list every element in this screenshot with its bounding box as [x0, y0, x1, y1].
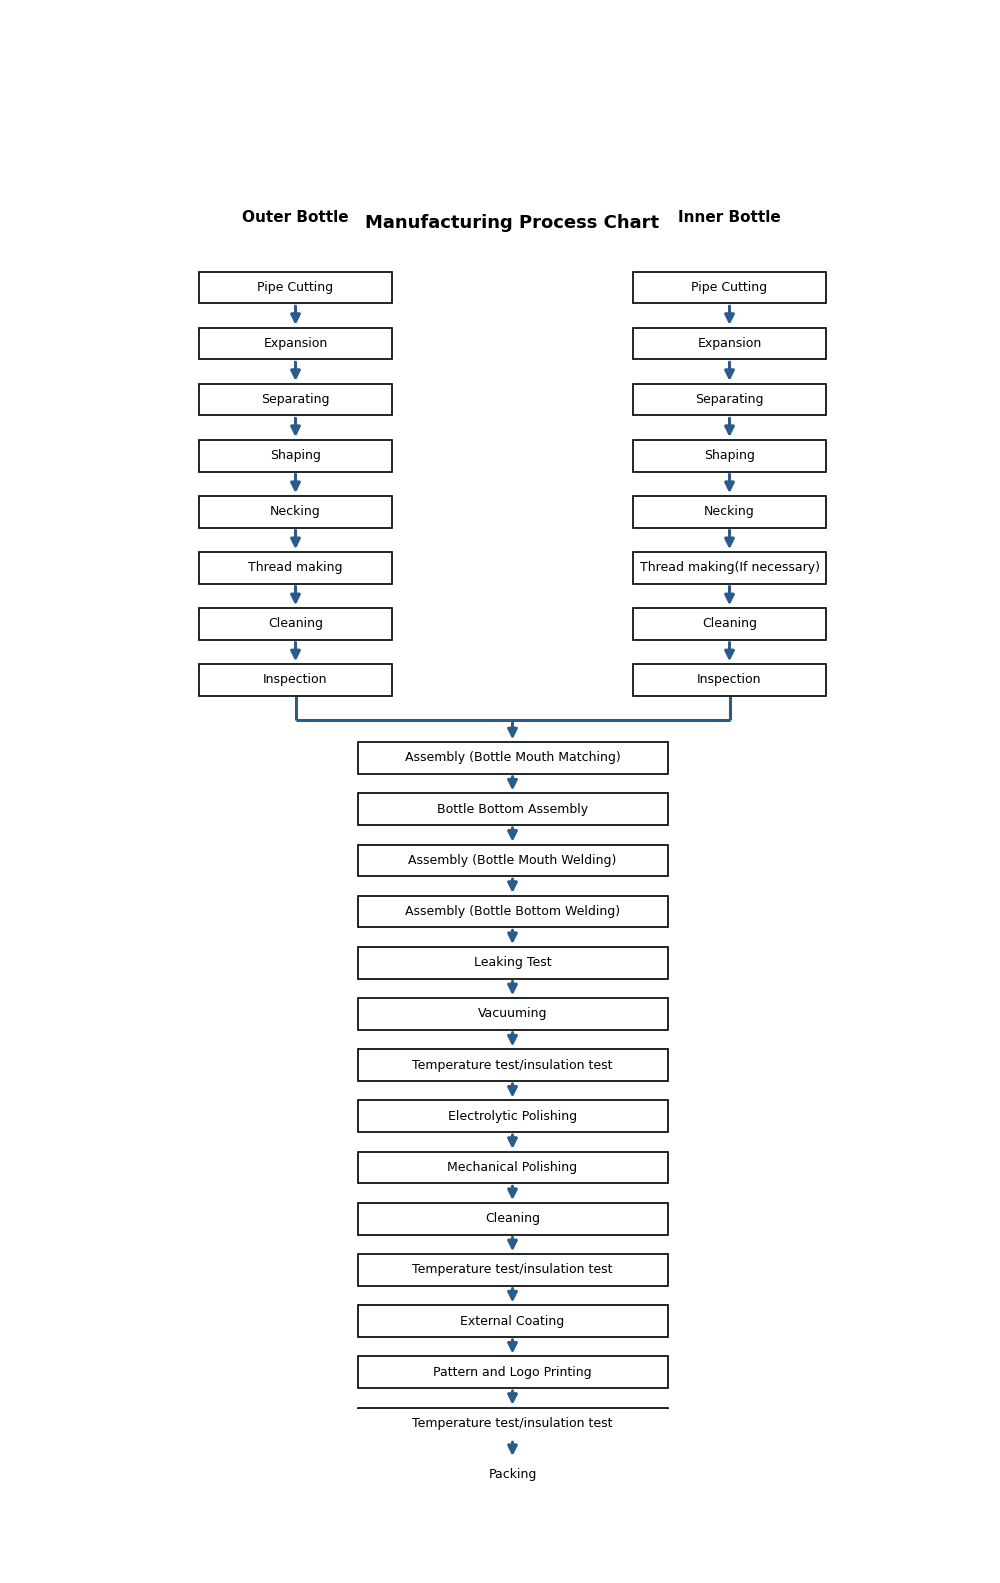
Text: Pattern and Logo Printing: Pattern and Logo Printing [433, 1366, 592, 1379]
Text: Inspection: Inspection [697, 673, 762, 687]
FancyBboxPatch shape [358, 1460, 668, 1491]
FancyBboxPatch shape [358, 844, 668, 877]
FancyBboxPatch shape [199, 665, 392, 697]
FancyBboxPatch shape [358, 1254, 668, 1285]
FancyBboxPatch shape [633, 552, 826, 584]
Text: Vacuuming: Vacuuming [478, 1007, 547, 1021]
FancyBboxPatch shape [633, 272, 826, 304]
FancyBboxPatch shape [358, 999, 668, 1031]
Text: Shaping: Shaping [270, 450, 321, 462]
FancyBboxPatch shape [633, 495, 826, 527]
FancyBboxPatch shape [633, 665, 826, 697]
Text: Outer Bottle: Outer Bottle [242, 211, 349, 225]
Text: Pipe Cutting: Pipe Cutting [691, 280, 768, 294]
Text: Cleaning: Cleaning [268, 617, 323, 630]
Text: Electrolytic Polishing: Electrolytic Polishing [448, 1110, 577, 1122]
FancyBboxPatch shape [633, 328, 826, 359]
FancyBboxPatch shape [358, 896, 668, 928]
FancyBboxPatch shape [358, 1152, 668, 1184]
FancyBboxPatch shape [358, 1100, 668, 1132]
FancyBboxPatch shape [199, 328, 392, 359]
Text: Shaping: Shaping [704, 450, 755, 462]
FancyBboxPatch shape [358, 947, 668, 978]
Text: Bottle Bottom Assembly: Bottle Bottom Assembly [437, 803, 588, 815]
Text: Manufacturing Process Chart: Manufacturing Process Chart [365, 214, 660, 231]
FancyBboxPatch shape [358, 1407, 668, 1439]
FancyBboxPatch shape [199, 552, 392, 584]
FancyBboxPatch shape [633, 383, 826, 415]
FancyBboxPatch shape [633, 608, 826, 640]
Text: Necking: Necking [270, 505, 321, 518]
Text: Pipe Cutting: Pipe Cutting [257, 280, 334, 294]
Text: Expansion: Expansion [263, 337, 328, 350]
Text: Leaking Test: Leaking Test [474, 956, 551, 969]
Text: External Coating: External Coating [460, 1314, 565, 1328]
Text: Inner Bottle: Inner Bottle [678, 211, 781, 225]
Text: Packing: Packing [488, 1467, 537, 1482]
Text: Separating: Separating [695, 393, 764, 407]
FancyBboxPatch shape [199, 608, 392, 640]
FancyBboxPatch shape [358, 742, 668, 774]
Text: Assembly (Bottle Mouth Welding): Assembly (Bottle Mouth Welding) [408, 853, 617, 867]
FancyBboxPatch shape [633, 440, 826, 472]
FancyBboxPatch shape [199, 383, 392, 415]
Text: Assembly (Bottle Mouth Matching): Assembly (Bottle Mouth Matching) [405, 752, 620, 765]
Text: Necking: Necking [704, 505, 755, 518]
Text: Temperature test/insulation test: Temperature test/insulation test [412, 1417, 613, 1429]
FancyBboxPatch shape [199, 495, 392, 527]
Text: Temperature test/insulation test: Temperature test/insulation test [412, 1059, 613, 1072]
Text: Thread making: Thread making [248, 562, 343, 575]
Text: Cleaning: Cleaning [702, 617, 757, 630]
Text: Separating: Separating [261, 393, 330, 407]
FancyBboxPatch shape [358, 1357, 668, 1388]
Text: Temperature test/insulation test: Temperature test/insulation test [412, 1263, 613, 1276]
FancyBboxPatch shape [199, 440, 392, 472]
FancyBboxPatch shape [358, 1306, 668, 1338]
Text: Mechanical Polishing: Mechanical Polishing [447, 1160, 578, 1175]
Text: Inspection: Inspection [263, 673, 328, 687]
Text: Assembly (Bottle Bottom Welding): Assembly (Bottle Bottom Welding) [405, 905, 620, 918]
FancyBboxPatch shape [199, 272, 392, 304]
FancyBboxPatch shape [358, 793, 668, 825]
Text: Thread making(If necessary): Thread making(If necessary) [640, 562, 820, 575]
Text: Expansion: Expansion [697, 337, 762, 350]
FancyBboxPatch shape [358, 1050, 668, 1081]
FancyBboxPatch shape [358, 1203, 668, 1235]
Text: Cleaning: Cleaning [485, 1213, 540, 1225]
